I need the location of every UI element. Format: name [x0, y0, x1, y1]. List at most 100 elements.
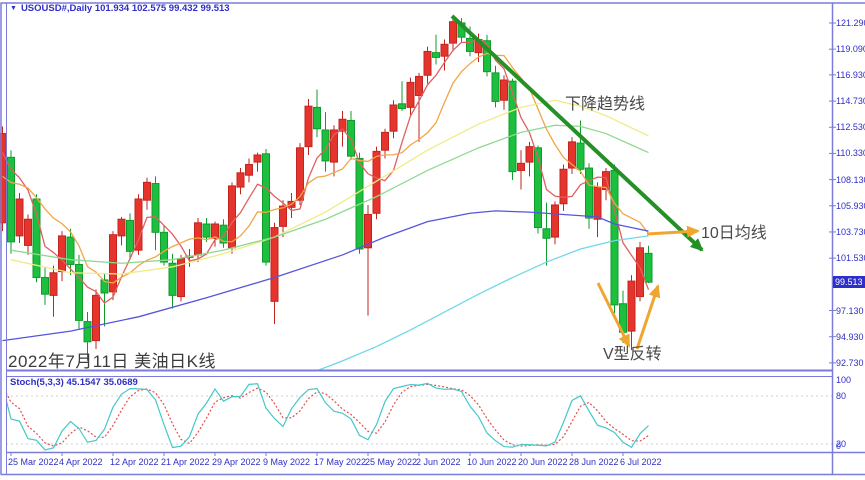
price-tick-label: 108.130 [836, 174, 865, 185]
ma-line-ma10 [2, 52, 650, 284]
time-tick-label: 28 Jun 2022 [569, 457, 619, 467]
v-reversal-annotation-label: V型反转 [603, 346, 662, 363]
candle-body [151, 183, 160, 233]
time-tick-label: 6 Jul 2022 [620, 457, 662, 467]
stoch-tick-label: 80 [836, 391, 847, 401]
candle-body [143, 181, 151, 201]
candle-body [585, 167, 593, 219]
time-tick-label: 9 May 2022 [263, 457, 311, 467]
time-tick-label: 17 May 2022 [314, 457, 367, 467]
candle-body [160, 231, 168, 263]
time-tick-label: 10 Jun 2022 [467, 457, 517, 467]
time-tick-label: 21 Apr 2022 [161, 457, 210, 467]
candle-body [636, 247, 644, 298]
stoch-tick-label: 0 [836, 441, 842, 451]
stoch-tick-label: 100 [836, 375, 852, 385]
current-price-tag: 99.513 [833, 276, 865, 288]
candle-body [245, 163, 253, 176]
candle-body [415, 75, 423, 96]
price-tick-label: 105.930 [836, 200, 865, 211]
symbol-dropdown-icon[interactable]: ▼ [10, 5, 17, 12]
candle-body [279, 205, 287, 227]
candle-body [66, 236, 75, 265]
candle-body [202, 223, 211, 238]
symbol-ohlc-info: USOUSD#,Daily 101.934 102.575 99.432 99.… [20, 3, 230, 14]
candle-body [381, 131, 389, 151]
candle-body [321, 129, 330, 162]
candle-body [423, 50, 432, 76]
price-axis: 121.290 119.090 116.930 114.730 112.530 110.3… [836, 0, 865, 480]
candle-body [627, 280, 636, 332]
candle-body [389, 104, 398, 132]
candle-body [576, 142, 585, 170]
candle-body [559, 168, 568, 205]
price-tick-label: 101.530 [836, 253, 865, 264]
candle-body [449, 21, 457, 44]
price-tick-label: 110.330 [836, 148, 865, 159]
v-right-arrow [635, 284, 661, 350]
candle-body [491, 72, 500, 102]
candle-body [262, 153, 270, 263]
current-price-value: 99.513 [835, 277, 863, 287]
price-tick-label: 112.530 [836, 122, 865, 133]
candle-body [534, 147, 542, 229]
price-tick-label: 92.730 [836, 357, 864, 368]
candle-body [466, 37, 474, 52]
chart-date-caption: 2022年7月11日 美油日K线 [8, 352, 216, 371]
trendline-annotation-label: 下降趋势线 [565, 96, 646, 113]
candle-body [313, 106, 321, 130]
down-trendline [450, 14, 704, 252]
ma10-annotation-label: 10日均线 [701, 225, 767, 242]
candle-body [508, 80, 517, 173]
stochastic-indicator-label: Stoch(5,3,3) 45.1547 35.0689 [10, 377, 138, 388]
candle-body [644, 252, 653, 283]
candle-body [168, 262, 177, 296]
candle-body [568, 141, 576, 169]
candle-body [219, 224, 228, 244]
candle-body [296, 147, 304, 201]
candle-body [41, 277, 49, 295]
indicator-axis: 100 80 20 0 [836, 0, 865, 480]
candle-body [440, 43, 449, 57]
candle-body [364, 213, 372, 249]
price-tick-label: 114.730 [836, 96, 865, 107]
price-tick-label: 116.930 [836, 69, 865, 80]
ma10-pointer-arrow [646, 225, 700, 238]
price-tick-label: 121.290 [836, 18, 865, 28]
time-tick-label: 25 May 2022 [365, 457, 418, 467]
stoch-pane [6, 382, 832, 451]
ma-line-ma5 [1, 38, 650, 304]
candle-body [398, 103, 406, 110]
candle-body [542, 228, 551, 239]
symbol-title: ▼ USOUSD#,Daily 101.934 102.575 99.432 99… [10, 3, 230, 14]
candle-body [525, 146, 534, 163]
stoch-k-line [6, 382, 649, 451]
candle-body [211, 223, 219, 239]
main-pane [0, 16, 653, 370]
candle-body [126, 219, 134, 252]
candle-body [483, 40, 491, 73]
candle-body [432, 52, 440, 58]
candle-body [134, 198, 143, 251]
candle-body [7, 156, 15, 243]
candle-body [602, 171, 610, 190]
candle-body [406, 81, 415, 108]
time-tick-label: 29 Apr 2022 [212, 457, 261, 467]
time-tick-label: 25 Mar 2022 [8, 457, 59, 467]
candle-body [338, 118, 347, 132]
candle-body [49, 272, 58, 296]
candle-body [15, 198, 24, 237]
ma-line-ma150-cyan [316, 235, 649, 370]
ma-line-ma20-yellow [10, 99, 649, 275]
time-tick-label: 12 Apr 2022 [110, 457, 159, 467]
candle-body [551, 204, 559, 238]
price-tick-label: 97.130 [836, 305, 864, 316]
v-left-arrow [596, 282, 631, 348]
candle-body [24, 218, 32, 246]
candle-body [517, 162, 525, 171]
candle-body [372, 150, 381, 214]
time-tick-label: 4 Apr 2022 [59, 457, 103, 467]
